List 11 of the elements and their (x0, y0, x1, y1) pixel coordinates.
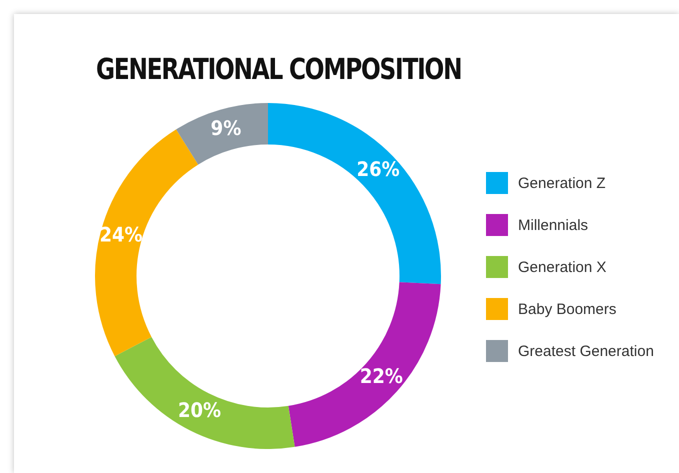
data-label: 26% (356, 157, 400, 182)
legend-label: Millennials (518, 216, 588, 234)
data-label: 22% (360, 364, 403, 388)
legend-label: Generation Z (518, 174, 606, 192)
legend-label: Generation X (518, 258, 606, 276)
data-label: 20% (178, 398, 222, 422)
data-label: 24% (100, 222, 143, 246)
chart-title: GENERATIONAL COMPOSITION (96, 52, 462, 86)
legend-label: Greatest Generation (518, 342, 654, 360)
data-label: 9% (210, 116, 242, 140)
legend-label: Baby Boomers (518, 300, 616, 318)
